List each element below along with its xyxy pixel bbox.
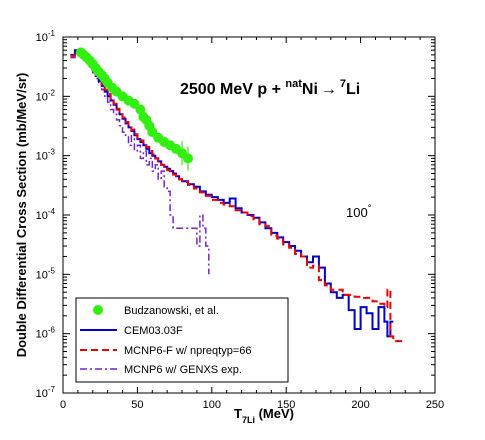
legend-label-cem: CEM03.03F [124,325,183,337]
y-tick-label: 10-7 [36,385,56,400]
legend-box [75,297,289,383]
y-tick-label: 10-2 [36,88,56,103]
x-tick-label: 0 [60,399,66,411]
series-mcnpf-line [70,49,406,343]
angle-label: 100° [346,203,372,220]
y-tick-label: 10-6 [36,326,56,341]
y-tick-label: 10-3 [36,148,56,163]
x-tick-label: 250 [426,399,444,411]
marker-layer [75,47,193,171]
y-tick-label: 10-5 [36,266,56,281]
x-tick-label: 50 [131,399,143,411]
legend-label-mcnpf: MCNP6-F w/ npreqtyp=66 [124,345,251,357]
legend-swatch-budz [93,305,103,315]
x-tick-label: 100 [203,399,221,411]
x-tick-label: 200 [351,399,369,411]
legend: Budzanowski, et al. CEM03.03F MCNP6-F w/… [75,297,289,383]
legend-label-genxs: MCNP6 w/ GENXS exp. [124,364,242,376]
budz-data-point [182,153,193,164]
tick-layer: 0 50 100 150 200 250 10-7 10-6 10-5 10-4 10-3 10-2 1… [36,29,445,411]
y-tick-label: 10-1 [36,29,56,44]
y-tick-label: 10-4 [36,207,56,222]
chart-title: 2500 MeV p + natNi → 7Li [180,78,360,98]
x-tick-label: 150 [277,399,295,411]
legend-label-budz: Budzanowski, et al. [124,305,219,317]
y-axis-title: Double Differential Cross Section (mb/Me… [14,73,29,358]
x-axis-title: T7Li (MeV) [234,406,294,425]
